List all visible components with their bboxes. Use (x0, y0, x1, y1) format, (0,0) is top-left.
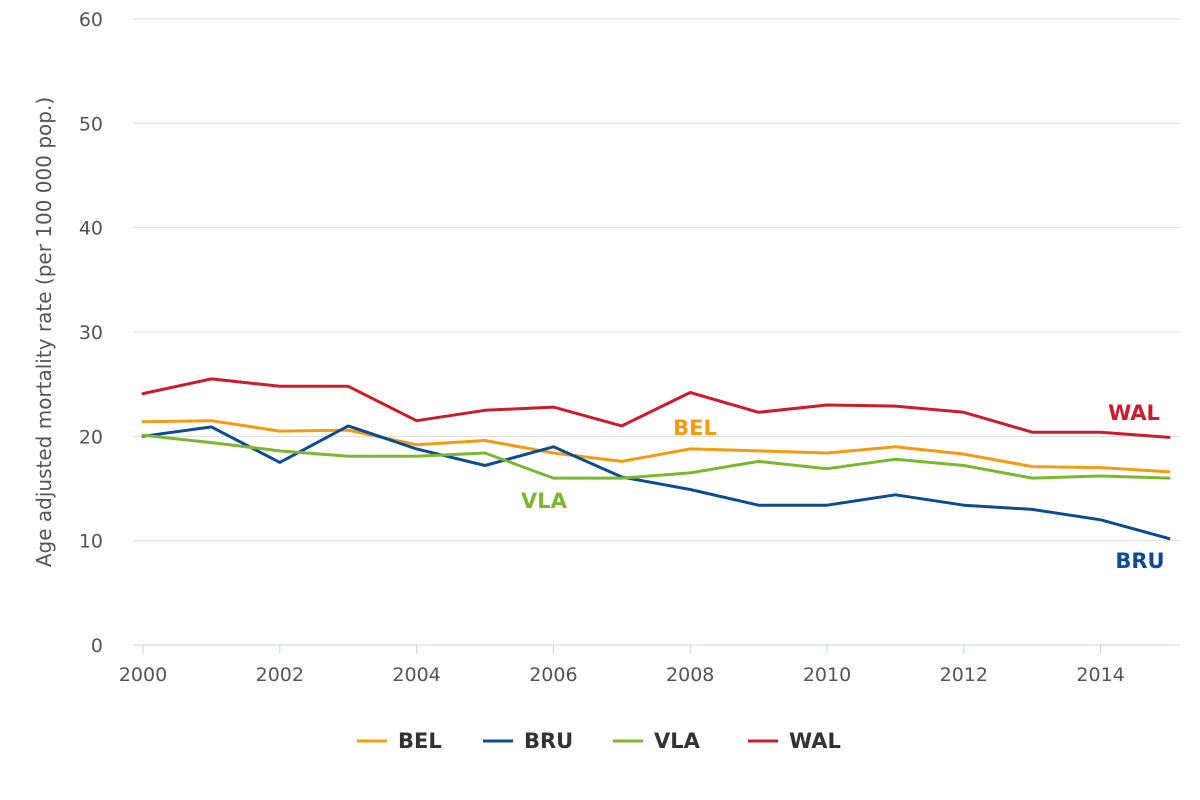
x-tick-label: 2008 (666, 664, 714, 686)
series-label-vla: VLA (521, 489, 568, 513)
y-tick-label: 20 (79, 426, 103, 448)
series-line-wal (141, 377, 1171, 439)
y-tick-label: 30 (79, 322, 103, 344)
legend-item-bru[interactable]: BRU (483, 729, 573, 753)
y-tick-label: 60 (79, 9, 103, 31)
series-label-wal: WAL (1108, 401, 1160, 425)
y-tick-label: 40 (79, 218, 103, 240)
legend-item-vla[interactable]: VLA (613, 729, 701, 753)
y-tick-label: 10 (79, 531, 103, 553)
legend-label: BEL (398, 729, 442, 753)
y-axis-label: Age adjusted mortality rate (per 100 000… (32, 97, 56, 567)
x-tick-label: 2004 (392, 664, 440, 686)
legend-label: VLA (654, 729, 701, 753)
legend-label: BRU (524, 729, 573, 753)
gridlines (133, 18, 1180, 542)
series-line-bru (141, 424, 1171, 541)
series-line-bel (141, 419, 1171, 474)
x-tick-label: 2006 (529, 664, 577, 686)
legend-item-wal[interactable]: WAL (748, 729, 841, 753)
y-tick-label: 0 (91, 635, 103, 657)
y-tick-label: 50 (79, 113, 103, 135)
legend-label: WAL (789, 729, 841, 753)
x-tick-label: 2010 (803, 664, 851, 686)
series-label-bel: BEL (673, 416, 717, 440)
series-label-bru: BRU (1115, 549, 1164, 573)
series-labels: BEL BRU VLA WAL (521, 401, 1165, 573)
x-tick-label: 2002 (256, 664, 304, 686)
x-axis: 2000 2002 2004 2006 2008 2010 2012 2014 (119, 644, 1180, 686)
legend: BEL BRU VLA WAL (357, 729, 841, 753)
x-tick-label: 2012 (940, 664, 988, 686)
y-axis-ticks: 0 10 20 30 40 50 60 (79, 9, 103, 657)
series-lines (141, 377, 1171, 541)
legend-item-bel[interactable]: BEL (357, 729, 442, 753)
series-line-vla (141, 433, 1171, 480)
x-tick-label: 2014 (1076, 664, 1124, 686)
x-tick-label: 2000 (119, 664, 167, 686)
